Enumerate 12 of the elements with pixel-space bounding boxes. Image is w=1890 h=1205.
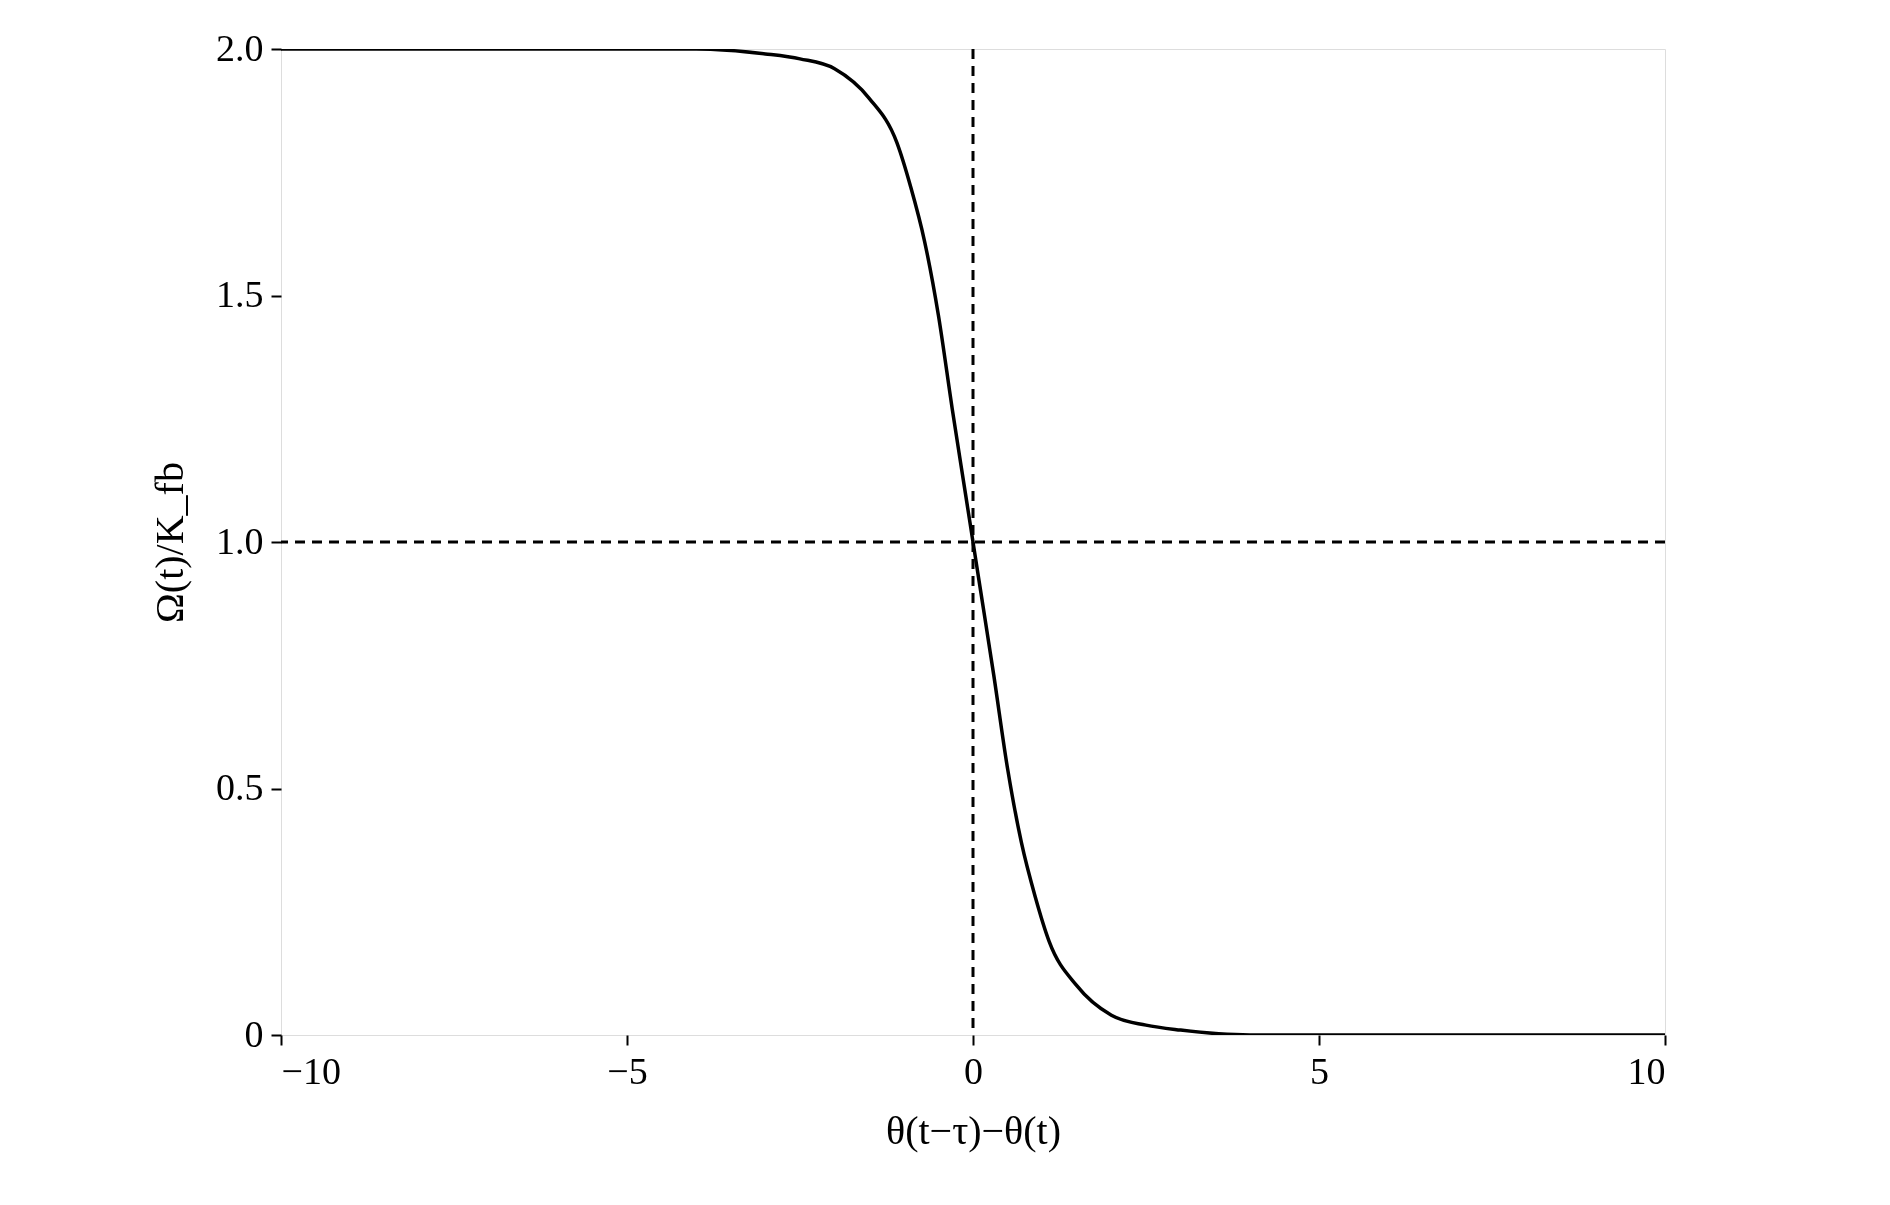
x-tick-label: 5: [1310, 1049, 1329, 1092]
y-tick-label: 0: [244, 1012, 264, 1055]
y-tick-label: 0.5: [216, 766, 264, 808]
x-axis-title: θ(t−τ)−θ(t): [885, 1107, 1062, 1153]
x-tick-label: −5: [607, 1049, 648, 1092]
x-tick-label: 0: [964, 1049, 983, 1092]
y-tick-label: 1.5: [216, 273, 264, 315]
y-tick-label: 1.0: [216, 519, 264, 562]
x-tick-label: −10: [281, 1049, 341, 1092]
x-tick-label: 10: [1627, 1049, 1666, 1092]
y-tick-label: 2.0: [216, 26, 264, 69]
y-axis-title: Ω(t)/K_fb: [147, 462, 192, 623]
